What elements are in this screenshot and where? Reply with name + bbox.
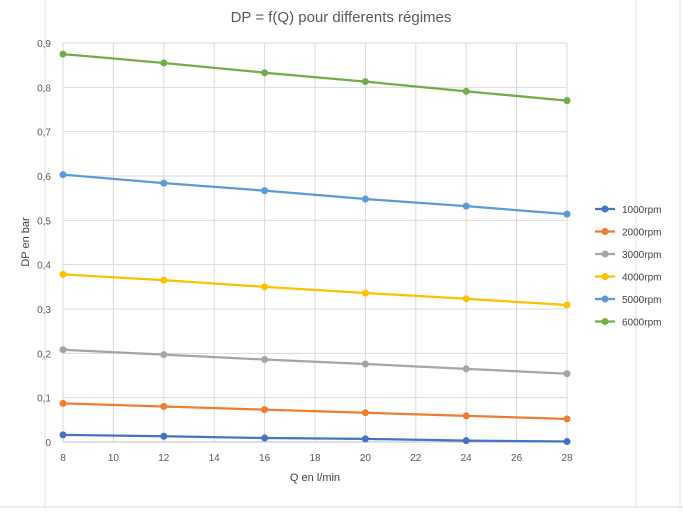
chart-title: DP = f(Q) pour differents régimes: [231, 9, 452, 26]
data-point-2000rpm: [361, 409, 369, 417]
legend-marker-2000rpm: [601, 228, 609, 235]
data-point-3000rpm: [59, 346, 67, 354]
data-point-1000rpm: [261, 434, 269, 442]
data-point-2000rpm: [462, 412, 470, 420]
data-point-2000rpm: [261, 406, 269, 414]
data-point-3000rpm: [261, 356, 269, 364]
data-point-5000rpm: [563, 210, 571, 218]
data-point-3000rpm: [462, 365, 470, 373]
legend-label-3000rpm: 3000rpm: [622, 250, 661, 261]
x-tick-label: 22: [410, 453, 422, 464]
y-tick-label: 0,4: [37, 261, 51, 272]
y-tick-label: 0,2: [37, 349, 51, 360]
x-tick-label: 8: [60, 453, 66, 464]
x-tick-label: 24: [461, 453, 473, 464]
data-point-4000rpm: [261, 283, 269, 291]
data-point-2000rpm: [160, 403, 168, 411]
data-point-5000rpm: [261, 187, 269, 195]
series-layer: [59, 50, 571, 446]
legend: 1000rpm 2000rpm 3000rpm 4000rpm 5000rpm 6000r…: [595, 205, 661, 329]
series-line-1000rpm: [62, 433, 568, 443]
data-point-5000rpm: [361, 195, 369, 203]
x-tick-label: 18: [309, 453, 321, 464]
legend-marker-5000rpm: [601, 295, 609, 303]
y-tick-label: 0,3: [37, 305, 51, 316]
y-tick-label: 0: [45, 438, 51, 449]
data-point-6000rpm: [361, 78, 369, 86]
legend-label-1000rpm: 1000rpm: [622, 205, 661, 216]
data-point-1000rpm: [160, 432, 168, 440]
data-point-1000rpm: [59, 431, 67, 439]
x-tick-label: 14: [209, 453, 221, 464]
data-point-5000rpm: [462, 202, 470, 210]
data-point-6000rpm: [261, 69, 269, 77]
legend-label-6000rpm: 6000rpm: [622, 318, 661, 329]
y-axis-label: DP en bar: [20, 217, 32, 267]
x-tick-label: 16: [259, 453, 271, 464]
x-axis-label: Q en l/min: [290, 472, 340, 484]
y-tick-label: 0,6: [37, 172, 51, 183]
x-tick-label: 28: [561, 453, 573, 464]
x-tick-label: 26: [511, 453, 523, 464]
y-tick-label: 0,1: [37, 394, 51, 405]
data-point-6000rpm: [59, 50, 67, 58]
legend-marker-1000rpm: [601, 205, 609, 213]
data-point-3000rpm: [160, 351, 168, 359]
y-tick-label: 0,5: [37, 216, 51, 227]
x-tick-label: 12: [158, 453, 170, 464]
legend-label-4000rpm: 4000rpm: [622, 273, 661, 284]
data-point-4000rpm: [160, 276, 168, 284]
data-point-1000rpm: [361, 435, 369, 443]
legend-label-5000rpm: 5000rpm: [622, 295, 661, 306]
series-line-6000rpm: [62, 52, 568, 102]
series-line-3000rpm: [62, 348, 568, 375]
data-point-3000rpm: [563, 370, 571, 378]
y-tick-label: 0,7: [37, 128, 51, 139]
x-tick-label: 10: [108, 453, 120, 464]
data-point-2000rpm: [59, 399, 67, 407]
plot-gridlines: [62, 42, 568, 443]
data-point-6000rpm: [462, 87, 470, 95]
data-point-1000rpm: [462, 437, 470, 445]
data-point-6000rpm: [160, 59, 168, 67]
series-line-4000rpm: [62, 273, 568, 307]
legend-marker-6000rpm: [601, 318, 609, 325]
legend-marker-3000rpm: [601, 250, 609, 258]
data-point-3000rpm: [361, 360, 369, 368]
data-point-2000rpm: [563, 415, 571, 423]
data-point-5000rpm: [59, 171, 67, 179]
y-tick-label: 0,9: [37, 39, 51, 50]
legend-marker-4000rpm: [601, 273, 609, 280]
data-point-6000rpm: [563, 97, 571, 105]
data-point-4000rpm: [462, 295, 470, 303]
series-line-2000rpm: [62, 402, 568, 421]
data-point-1000rpm: [563, 438, 571, 446]
data-point-4000rpm: [361, 289, 369, 297]
series-line-5000rpm: [62, 173, 568, 216]
data-point-4000rpm: [59, 270, 67, 278]
y-tick-label: 0,8: [37, 83, 51, 94]
x-tick-label: 20: [360, 453, 372, 464]
legend-label-2000rpm: 2000rpm: [622, 228, 661, 239]
data-point-5000rpm: [160, 179, 168, 187]
data-point-4000rpm: [563, 301, 571, 309]
axes: 0 0,1 0,2 0,3 0,4 0,5 0,6 0,7 0,8 0,9 8 10 12 14 16 18 2…: [37, 39, 573, 464]
